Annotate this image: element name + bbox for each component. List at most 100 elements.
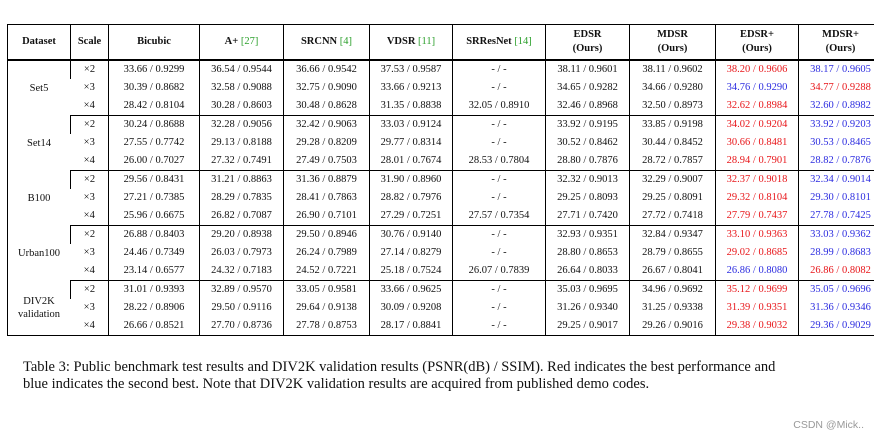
result-cell: 29.02 / 0.8685 bbox=[715, 244, 799, 262]
citation-link[interactable]: [11] bbox=[418, 36, 436, 47]
result-cell: - / - bbox=[452, 115, 546, 134]
result-cell: 32.62 / 0.8984 bbox=[715, 97, 799, 116]
scale-cell: ×4 bbox=[70, 207, 109, 226]
result-cell: 36.54 / 0.9544 bbox=[199, 60, 284, 79]
result-cell: 30.76 / 0.9140 bbox=[369, 225, 453, 244]
header-mdsr-plus: MDSR+ (Ours) bbox=[798, 24, 874, 61]
result-cell: 30.09 / 0.9208 bbox=[369, 299, 453, 317]
result-cell: 32.58 / 0.9088 bbox=[199, 79, 284, 97]
result-cell: 26.67 / 0.8041 bbox=[629, 262, 716, 281]
result-cell: 33.66 / 0.9299 bbox=[108, 60, 200, 79]
header-aplus-label: A+ bbox=[224, 36, 239, 47]
table-row: ×3 27.55 / 0.7742 29.13 / 0.8188 29.28 / 0.… bbox=[8, 134, 874, 152]
result-cell: 27.32 / 0.7491 bbox=[199, 152, 284, 171]
header-srcnn: SRCNN [4] bbox=[283, 24, 370, 61]
results-table: Dataset Scale Bicubic A+ [27] SRCNN [4] … bbox=[7, 24, 874, 336]
result-cell: 27.78 / 0.7425 bbox=[798, 207, 874, 226]
result-cell: 38.17 / 0.9605 bbox=[798, 60, 874, 79]
table-row: ×3 27.21 / 0.7385 28.29 / 0.7835 28.41 / 0.… bbox=[8, 189, 874, 207]
result-cell: 34.66 / 0.9280 bbox=[629, 79, 716, 97]
scale-cell: ×2 bbox=[70, 170, 109, 189]
result-cell: 29.32 / 0.8104 bbox=[715, 189, 799, 207]
result-cell: 26.90 / 0.7101 bbox=[283, 207, 370, 226]
table-row: B100 ×2 29.56 / 0.8431 31.21 / 0.8863 31.36 … bbox=[8, 170, 874, 204]
header-mdsr-sub: (Ours) bbox=[657, 43, 688, 54]
result-cell: - / - bbox=[452, 134, 546, 152]
citation-link[interactable]: [27] bbox=[240, 36, 259, 47]
result-cell: - / - bbox=[452, 225, 546, 244]
result-cell: 28.53 / 0.7804 bbox=[452, 152, 546, 171]
result-cell: 32.28 / 0.9056 bbox=[199, 115, 284, 134]
scale-cell: ×3 bbox=[83, 82, 95, 93]
header-dataset: Dataset bbox=[7, 24, 71, 61]
result-cell: 35.03 / 0.9695 bbox=[545, 280, 630, 299]
result-cell: 29.13 / 0.8188 bbox=[199, 134, 284, 152]
result-cell: 36.66 / 0.9542 bbox=[283, 60, 370, 79]
result-cell: 29.36 / 0.9029 bbox=[798, 317, 874, 336]
citation-link[interactable]: [14] bbox=[514, 36, 532, 47]
result-cell: 33.03 / 0.9124 bbox=[369, 115, 453, 134]
table-row: ×4 28.42 / 0.8104 30.28 / 0.8603 30.48 / 0.… bbox=[8, 97, 874, 116]
result-cell: 29.64 / 0.9138 bbox=[283, 299, 370, 317]
result-cell: 32.89 / 0.9570 bbox=[199, 280, 284, 299]
table-row: ×4 25.96 / 0.6675 26.82 / 0.7087 26.90 / 0.… bbox=[8, 207, 874, 226]
result-cell: 33.03 / 0.9362 bbox=[798, 225, 874, 244]
result-cell: 31.21 / 0.8863 bbox=[199, 170, 284, 189]
result-cell: 33.92 / 0.9195 bbox=[545, 115, 630, 134]
scale-cell: ×2 bbox=[70, 280, 109, 299]
citation-link[interactable]: [4] bbox=[339, 36, 353, 47]
result-cell: 28.42 / 0.8104 bbox=[108, 97, 200, 116]
result-cell: - / - bbox=[452, 60, 546, 79]
result-cell: 32.75 / 0.9090 bbox=[283, 79, 370, 97]
result-cell: 32.42 / 0.9063 bbox=[283, 115, 370, 134]
scale-cell: ×2 bbox=[70, 225, 109, 244]
result-cell: 32.50 / 0.8973 bbox=[629, 97, 716, 116]
result-cell: 33.66 / 0.9213 bbox=[369, 79, 453, 97]
result-cell: 27.79 / 0.7437 bbox=[715, 207, 799, 226]
header-vdsr: VDSR [11] bbox=[369, 24, 453, 61]
result-cell: 31.26 / 0.9340 bbox=[545, 299, 630, 317]
result-cell: - / - bbox=[452, 244, 546, 262]
result-cell: 29.25 / 0.8093 bbox=[545, 189, 630, 207]
result-cell: 28.22 / 0.8906 bbox=[108, 299, 200, 317]
table-row: Set14 ×2 30.24 / 0.8688 32.28 / 0.9056 32.42… bbox=[8, 115, 874, 149]
scale-cell: ×3 bbox=[83, 247, 95, 258]
result-cell: - / - bbox=[452, 170, 546, 189]
result-cell: 28.80 / 0.8653 bbox=[545, 244, 630, 262]
result-cell: 29.25 / 0.9017 bbox=[545, 317, 630, 336]
result-cell: 31.39 / 0.9351 bbox=[715, 299, 799, 317]
result-cell: 26.03 / 0.7973 bbox=[199, 244, 284, 262]
result-cell: 33.05 / 0.9581 bbox=[283, 280, 370, 299]
result-cell: 31.35 / 0.8838 bbox=[369, 97, 453, 116]
result-cell: 27.14 / 0.8279 bbox=[369, 244, 453, 262]
result-cell: 33.92 / 0.9203 bbox=[798, 115, 874, 134]
result-cell: 29.38 / 0.9032 bbox=[715, 317, 799, 336]
header-aplus: A+ [27] bbox=[199, 24, 284, 61]
result-cell: 29.77 / 0.8314 bbox=[369, 134, 453, 152]
dataset-cell: Urban100 bbox=[18, 247, 60, 259]
result-cell: 27.55 / 0.7742 bbox=[108, 134, 200, 152]
result-cell: 28.82 / 0.7876 bbox=[798, 152, 874, 171]
result-cell: 29.20 / 0.8938 bbox=[199, 225, 284, 244]
result-cell: 32.93 / 0.9351 bbox=[545, 225, 630, 244]
result-cell: 28.41 / 0.7863 bbox=[283, 189, 370, 207]
result-cell: 28.17 / 0.8841 bbox=[369, 317, 453, 336]
scale-cell: ×2 bbox=[70, 60, 109, 79]
result-cell: 30.44 / 0.8452 bbox=[629, 134, 716, 152]
result-cell: 29.56 / 0.8431 bbox=[108, 170, 200, 189]
header-mdsr-label: MDSR bbox=[657, 29, 688, 40]
result-cell: 30.66 / 0.8481 bbox=[715, 134, 799, 152]
header-vdsr-label: VDSR bbox=[386, 36, 416, 47]
result-cell: 30.24 / 0.8688 bbox=[108, 115, 200, 134]
result-cell: 38.11 / 0.9602 bbox=[629, 60, 716, 79]
result-cell: 34.77 / 0.9288 bbox=[798, 79, 874, 97]
result-cell: 27.21 / 0.7385 bbox=[108, 189, 200, 207]
scale-cell: ×4 bbox=[70, 97, 109, 116]
header-edsr-plus-label: EDSR+ bbox=[740, 29, 774, 40]
header-edsr: EDSR (Ours) bbox=[545, 24, 630, 61]
table-row: ×4 26.66 / 0.8521 27.70 / 0.8736 27.78 / 0.… bbox=[8, 317, 874, 336]
table-row: ×3 30.39 / 0.8682 32.58 / 0.9088 32.75 / 0.… bbox=[8, 79, 874, 97]
result-cell: 29.25 / 0.8091 bbox=[629, 189, 716, 207]
header-bicubic: Bicubic bbox=[108, 24, 200, 61]
scale-cell: ×2 bbox=[70, 115, 109, 134]
